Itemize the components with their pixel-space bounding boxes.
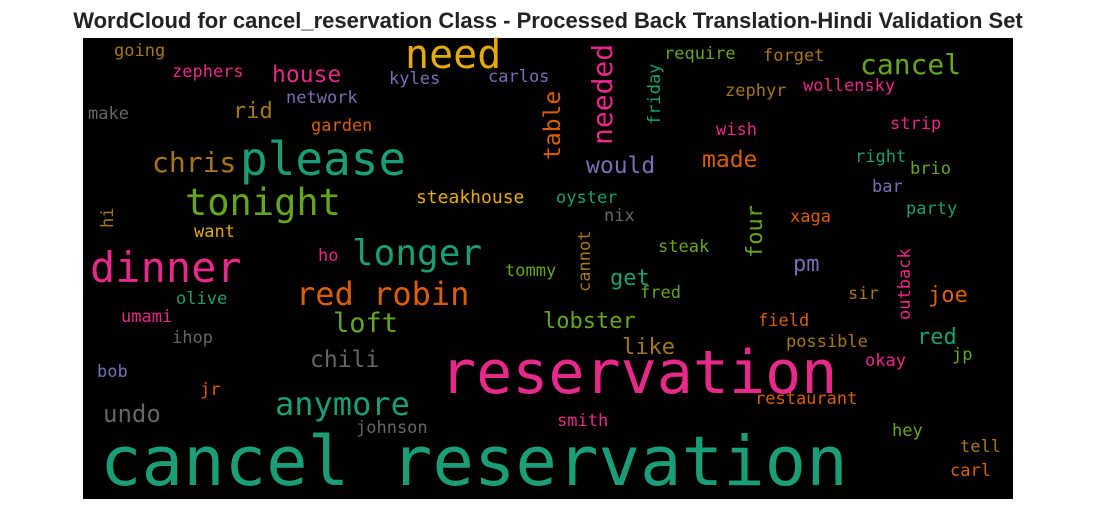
word: going: [114, 41, 165, 61]
word: pm: [793, 252, 820, 277]
word: ihop: [172, 328, 213, 348]
word: dinner: [90, 243, 242, 292]
word: friday: [645, 64, 665, 125]
cloud-background: [83, 38, 1013, 499]
word: sir: [848, 284, 879, 304]
word: loft: [333, 308, 398, 339]
word: want: [194, 222, 235, 242]
word: field: [758, 311, 809, 331]
word: bar: [872, 177, 903, 197]
word: get: [610, 266, 650, 291]
word: please: [240, 132, 406, 186]
word: make: [88, 104, 129, 124]
word: nix: [604, 206, 635, 226]
word: party: [906, 199, 957, 219]
word: cannot: [575, 231, 595, 292]
word: wollensky: [803, 76, 895, 96]
word: carlos: [488, 67, 549, 87]
word: would: [586, 153, 655, 179]
word: possible: [786, 332, 868, 352]
word: reservation: [440, 338, 837, 408]
word: house: [272, 62, 341, 88]
word: hey: [892, 421, 923, 441]
word: forget: [763, 46, 824, 66]
word: longer: [352, 233, 482, 274]
word: okay: [865, 351, 906, 371]
word: smith: [557, 411, 608, 431]
word: kyles: [389, 69, 440, 89]
word: chris: [152, 146, 236, 179]
word: made: [702, 147, 757, 173]
word: tell: [960, 437, 1001, 457]
word: bob: [97, 362, 128, 382]
word: tonight: [185, 181, 341, 224]
word: jp: [952, 345, 972, 365]
word: right: [855, 147, 906, 167]
word: need: [405, 32, 501, 78]
word: hi: [98, 208, 118, 228]
word: anymore: [275, 385, 410, 423]
word: cancel reservation: [100, 422, 848, 502]
word: rid: [233, 99, 273, 124]
chart-title: WordCloud for cancel_reservation Class -…: [73, 8, 1023, 33]
word: jr: [200, 380, 220, 400]
word: strip: [890, 114, 941, 134]
word: outback: [895, 248, 915, 320]
word: undo: [103, 400, 161, 428]
word: zephyr: [725, 81, 786, 101]
word: wish: [716, 120, 757, 140]
word: like: [622, 335, 675, 360]
word: restaurant: [755, 389, 857, 409]
word: umami: [121, 307, 172, 327]
word: cancel: [860, 48, 961, 81]
word: red: [917, 325, 957, 350]
word: four: [743, 205, 768, 258]
word: needed: [586, 44, 619, 145]
word: joe: [928, 283, 968, 308]
word: zephers: [172, 62, 244, 82]
word: require: [664, 44, 736, 64]
word: lobster: [543, 309, 636, 334]
word: ho: [318, 246, 338, 266]
word: network: [286, 88, 358, 108]
word: garden: [311, 116, 372, 136]
word: olive: [176, 289, 227, 309]
word: table: [540, 91, 566, 160]
word: oyster: [556, 188, 617, 208]
word: chili: [310, 347, 379, 373]
word: steak: [658, 237, 709, 257]
word: tommy: [505, 261, 556, 281]
word: carl: [950, 461, 991, 481]
word: johnson: [356, 418, 428, 438]
word: red robin: [296, 275, 469, 313]
word: xaga: [790, 207, 831, 227]
word: steakhouse: [416, 187, 524, 208]
word: brio: [910, 159, 951, 179]
word: fred: [640, 283, 681, 303]
